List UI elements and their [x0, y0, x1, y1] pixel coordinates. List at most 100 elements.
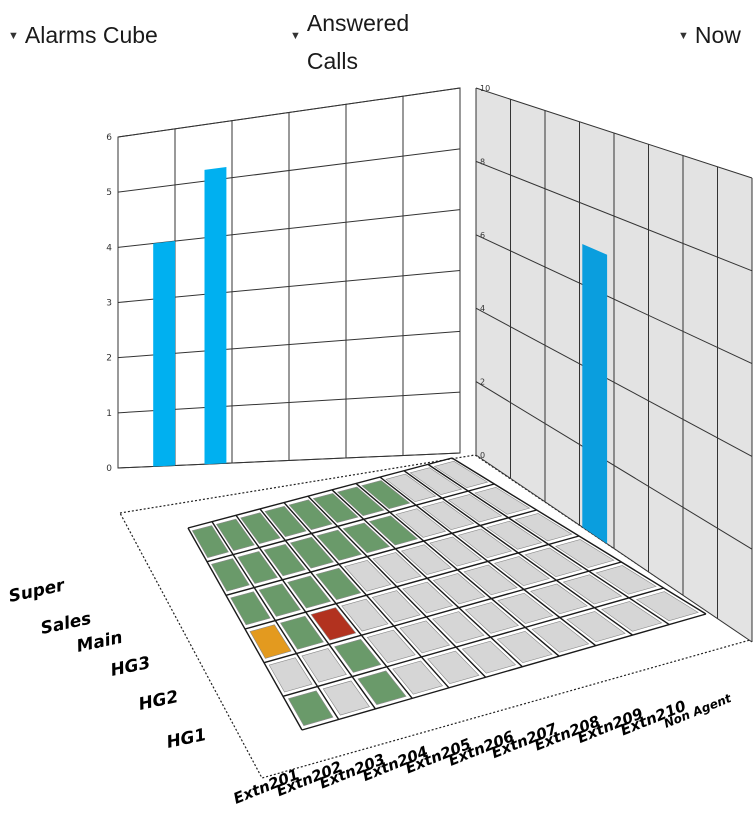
right-y-tick-label: 8 [480, 157, 485, 166]
heatmap-cell-sales-extn203 [263, 544, 306, 577]
left-y-tick-label: 3 [106, 299, 112, 309]
heatmap-cell-hg1-extn206 [461, 640, 517, 674]
right-y-tick-label: 10 [480, 84, 490, 93]
right-panel-gridline [475, 454, 753, 643]
floor-gridline [225, 509, 537, 597]
heatmap-cell-hg3-extn210 [524, 547, 583, 578]
heatmap-cell-main-extn206 [372, 552, 422, 584]
cube-dropdown[interactable]: ▼ Alarms Cube [8, 22, 158, 49]
right-panel: 0 2 4 6 8 10 [475, 84, 753, 643]
heatmap-cell-hg1-extn204 [392, 660, 444, 695]
heatmap-cell-sales-extn204 [289, 536, 334, 569]
floor-gridline [206, 483, 495, 563]
heatmap-cell-hg3-extn206 [402, 581, 454, 614]
heatmap-cell-main-extn209 [457, 528, 513, 559]
right-y-tick-label: 4 [480, 304, 485, 313]
heatmap-cell-main-extn207 [400, 544, 452, 575]
heatmap-cell-super-extn207 [336, 486, 385, 517]
floor-gridline [282, 587, 664, 698]
left-y-tick-label: 0 [106, 464, 112, 474]
row-label-main: Main [75, 628, 124, 657]
heatmap-cell-sales-non-agent [474, 486, 531, 515]
heatmap-cell-hg2-extn204 [366, 629, 416, 664]
heatmap-cell-hg1-extn203 [357, 670, 407, 705]
heatmap-cell-main-extn202 [258, 583, 301, 617]
dropdown-arrow-icon: ▼ [290, 30, 301, 42]
heatmap-cell-hg2-extn202 [301, 648, 347, 683]
heatmap-cell-hg3-non-agent [554, 539, 615, 568]
heatmap-cell-hg2-extn210 [562, 574, 623, 605]
heatmap-cell-main-extn205 [344, 559, 392, 592]
floor-gridline [187, 457, 453, 529]
row-label-hg1: HG1 [165, 725, 208, 753]
left-y-tick-label: 2 [106, 354, 112, 364]
heatmap-cell-super-extn204 [264, 505, 307, 537]
heatmap-cell-hg2-extn206 [432, 611, 485, 644]
heatmap-cell-hg3-extn202 [280, 615, 324, 650]
dropdown-arrow-icon: ▼ [678, 29, 689, 42]
left-y-tick-label: 6 [106, 133, 112, 143]
heatmap-cell-hg3-extn205 [371, 590, 421, 623]
left-y-tick-label: 4 [106, 243, 112, 253]
heatmap-cell-hg2-extn203 [334, 638, 382, 673]
heatmap-cell-super-extn208 [361, 480, 411, 510]
heatmap-cell-hg1-extn210 [601, 601, 663, 632]
heatmap-cell-hg2-extn201 [268, 657, 313, 693]
measure-dropdown-label: Answered Calls [306, 10, 410, 74]
floor-gridline [244, 535, 580, 630]
heatmap-cell-main-extn208 [429, 536, 482, 567]
measure-dropdown[interactable]: ▼ Answered Calls [290, 4, 447, 80]
cube-dropdown-label: Alarms Cube [24, 22, 158, 48]
left-panel: 0 1 2 3 4 5 6 [106, 87, 461, 474]
heatmap-cell-hg2-extn207 [464, 602, 520, 634]
heatmap-cell-sales-extn202 [237, 551, 278, 584]
heatmap-cell-hg2-non-agent [595, 565, 657, 595]
left-y-tick-label: 1 [106, 409, 112, 419]
heatmap-cells [187, 457, 707, 731]
left-bar-hg2 [204, 167, 227, 465]
heatmap-cell-hg1-extn209 [566, 611, 626, 643]
right-y-tick-label: 2 [480, 378, 485, 387]
heatmap-cell-super-extn210 [409, 467, 463, 496]
left-bar-hg1 [153, 241, 176, 467]
row-label-super: Super [7, 575, 68, 607]
heatmap-cell-hg3-extn201 [249, 624, 292, 659]
heatmap-cell-super-extn206 [312, 493, 359, 523]
heatmap-cell-main-non-agent [514, 513, 573, 542]
heatmap-cell-hg2-extn205 [399, 620, 451, 654]
dropdown-arrow-icon: ▼ [8, 29, 19, 42]
right-panel-gridline [475, 87, 753, 179]
heatmap-cell-super-extn201 [191, 525, 229, 558]
heatmap-cell-hg1-extn208 [531, 620, 590, 653]
heatmap-cell-main-extn203 [287, 575, 332, 609]
heatmap-cell-sales-extn206 [342, 522, 391, 554]
heatmap-cell-sales-extn210 [447, 494, 503, 523]
heatmap-cell-hg3-extn204 [341, 598, 389, 632]
floor-gridline [301, 613, 707, 731]
right-y-tick-label: 0 [480, 451, 485, 460]
row-label-hg2: HG2 [137, 687, 180, 715]
right-panel-gridline [475, 381, 753, 550]
heatmap-cell-hg1-extn207 [496, 630, 553, 664]
heatmap-cell-hg2-extn208 [497, 592, 554, 624]
left-panel-gridline [117, 148, 461, 193]
heatmap-cell-main-extn201 [230, 591, 271, 626]
heatmap-cell-sales-extn207 [368, 515, 419, 546]
heatmap-cell-main-extn204 [315, 567, 362, 600]
heatmap-cell-super-extn203 [240, 512, 281, 544]
right-panel-gridline [475, 234, 753, 365]
heatmap-cell-hg3-extn209 [493, 556, 550, 587]
time-dropdown[interactable]: ▼ Now [678, 22, 741, 49]
right-y-tick-label: 6 [480, 231, 485, 240]
heatmap-cell-sales-extn201 [211, 558, 250, 592]
row-label-hg3: HG3 [109, 653, 152, 681]
heatmap-cell-hg3-extn203 [310, 607, 357, 641]
right-panel-gridline [475, 160, 753, 272]
heatmap-cell-hg3-extn207 [432, 573, 486, 605]
heatmap-cell-hg1-extn201 [287, 690, 334, 726]
heatmap-cell-hg2-extn209 [530, 583, 588, 615]
time-dropdown-label: Now [694, 22, 741, 48]
heatmap-cell-main-extn210 [486, 520, 543, 550]
right-panel-gridline [475, 307, 753, 457]
